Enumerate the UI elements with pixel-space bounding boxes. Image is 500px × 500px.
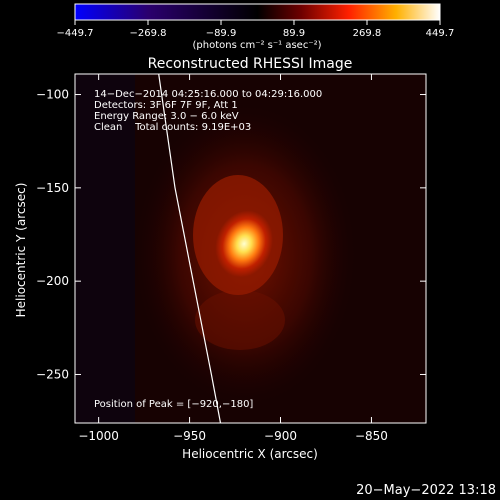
x-tick-label: −850 [355,429,388,443]
colorbar: −449.7 −269.8 −89.9 89.9 269.8 449.7 (photons… [56,3,454,51]
heatmap-image [75,74,355,423]
x-tick-label: −900 [264,429,297,443]
x-axis-label: Heliocentric X (arcsec) [182,447,318,461]
annotation-block: 14−Dec−2014 04:25:16.000 to 04:29:16.000… [94,89,322,133]
colorbar-tick-label: −89.9 [206,28,237,39]
y-tick-label: −100 [36,88,69,102]
x-tick-label: −1000 [78,429,119,443]
secondary-glow [195,290,285,350]
footer-timestamp: 20−May−2022 13:18 [356,483,496,498]
peak-position-label: Position of Peak = [−920,−180] [94,399,253,410]
darker-region [75,74,135,423]
colorbar-gradient [74,3,441,21]
y-axis-ticks: −100 −150 −200 −250 [36,88,426,381]
chart-title: Reconstructed RHESSI Image [148,56,353,72]
solar-limb-line [158,74,222,423]
x-axis-ticks: −1000 −950 −900 −850 [78,74,388,443]
colorbar-tick-label: 89.9 [283,28,305,39]
annotation-line-clean: Clean Total counts: 9.19E+03 [94,122,251,133]
colorbar-tick-label: −449.7 [56,28,93,39]
y-tick-label: −150 [36,181,69,195]
x-tick-label: −950 [173,429,206,443]
plot-frame [74,73,427,424]
annotation-line-date: 14−Dec−2014 04:25:16.000 to 04:29:16.000 [94,89,322,100]
peak-source [215,210,273,278]
plot-area: −1000 −950 −900 −850 −100 −150 −200 −250 [36,73,427,443]
colorbar-tick-label: 449.7 [426,28,455,39]
y-axis-label: Heliocentric Y (arcsec) [14,183,28,318]
colorbar-unit-label: (photons cm⁻² s⁻¹ asec⁻²) [192,40,321,51]
colorbar-ticks: −449.7 −269.8 −89.9 89.9 269.8 449.7 [56,20,454,39]
annotation-line-energy: Energy Range: 3.0 − 6.0 keV [94,111,239,122]
colorbar-tick-label: −269.8 [130,28,167,39]
colorbar-tick-label: 269.8 [353,28,382,39]
y-tick-label: −250 [36,367,69,381]
annotation-line-detectors: Detectors: 3F 6F 7F 9F, Att 1 [94,100,238,111]
y-tick-label: −200 [36,274,69,288]
